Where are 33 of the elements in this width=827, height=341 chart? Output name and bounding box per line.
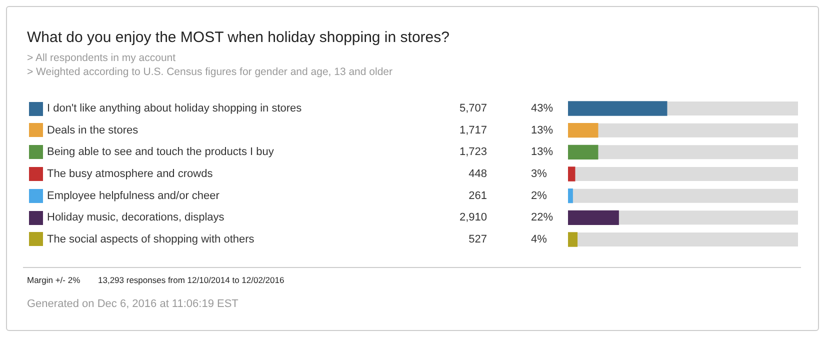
- data-label: 3%: [531, 168, 548, 180]
- bar: [568, 123, 598, 138]
- text: 1,717: [459, 124, 487, 136]
- y-tick-label: Deals in the stores: [47, 124, 139, 136]
- bar: [568, 144, 598, 160]
- text: Generated on Dec 6, 2016 at 11:06:19 EST: [27, 298, 238, 310]
- text: Margin +/- 2%: [27, 275, 80, 285]
- data-label: 22%: [531, 212, 554, 224]
- data-label: 4%: [531, 234, 548, 246]
- data-label: 13%: [531, 146, 554, 158]
- text: 448: [468, 168, 487, 180]
- y-tick-label: Employee helpfulness and/or cheer: [47, 190, 220, 202]
- text: 2,910: [459, 212, 487, 224]
- y-tick-label: The social aspects of shopping with others: [47, 234, 255, 246]
- text: > Weighted according to U.S. Census figures for gender and age, 13 and older: [27, 66, 392, 78]
- text: > All respondents in my account: [27, 52, 176, 64]
- text: 527: [468, 234, 487, 246]
- text: 13,293 responses from 12/10/2014 to 12/02/2016: [98, 275, 284, 285]
- data-label: 43%: [531, 102, 554, 115]
- data-label: 2%: [531, 190, 548, 202]
- data-label: 13%: [531, 124, 554, 136]
- text: 5,707: [459, 102, 487, 115]
- y-tick-label: Holiday music, decorations, displays: [47, 212, 225, 224]
- text: 261: [468, 190, 487, 202]
- y-tick-label: Being able to see and touch the products I buy: [47, 146, 274, 158]
- bar: [568, 232, 578, 247]
- y-tick-label: I don't like anything about holiday shopping in stores: [47, 102, 302, 115]
- text: 1,723: [459, 146, 487, 158]
- text: What do you enjoy the MOST when holiday shopping in stores?: [27, 29, 450, 46]
- bar: [568, 210, 619, 225]
- y-tick-label: The busy atmosphere and crowds: [47, 168, 214, 180]
- bar: [568, 188, 573, 204]
- bar: [568, 166, 576, 182]
